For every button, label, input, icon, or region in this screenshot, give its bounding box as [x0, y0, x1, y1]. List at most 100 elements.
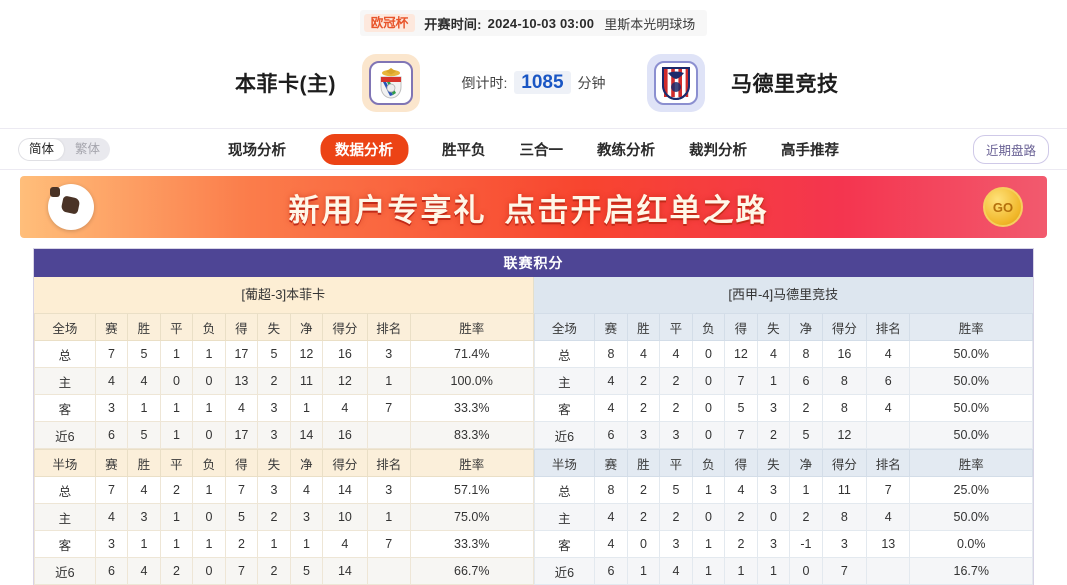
col-header-9: 排名 [866, 449, 911, 477]
away-fulltime-table: 全场赛胜平负得失净得分 排名 胜率 总 8 4 4 0 12 4 8 16 4 50.0% 主 4 2 2 0 7 1… [533, 313, 1034, 449]
table-row: 客 4 0 3 1 2 3 -1 3 13 0.0% [533, 530, 1033, 558]
cell-4: 4 [724, 476, 758, 504]
tab-data-analysis[interactable]: 数据分析 [320, 133, 408, 165]
tab-coach-analysis[interactable]: 教练分析 [597, 142, 655, 159]
col-header-8: 得分 [821, 449, 868, 477]
cell-1: 2 [626, 394, 661, 422]
col-header-6: 失 [756, 313, 791, 341]
table-row: 客 3 1 1 1 4 3 1 4 7 33.3% [34, 394, 534, 422]
cell-8 [866, 557, 911, 585]
col-header-6: 失 [756, 449, 791, 477]
lang-simplified[interactable]: 简体 [19, 138, 65, 160]
col-header-3: 平 [159, 449, 194, 477]
row-label: 主 [533, 503, 596, 531]
col-header-7: 净 [289, 313, 324, 341]
col-header-0: 全场 [533, 313, 596, 341]
countdown-label: 倒计时: [461, 75, 508, 91]
cell-6: 11 [289, 367, 324, 395]
col-header-4: 负 [192, 449, 226, 477]
cell-9: 0.0% [909, 530, 1033, 558]
col-header-2: 胜 [127, 313, 161, 341]
away-standings-heading: [西甲-4]马德里竞技 [533, 277, 1033, 313]
cell-4: 17 [224, 421, 259, 449]
cell-4: 2 [724, 503, 758, 531]
table-row: 主 4 2 2 0 2 0 2 8 4 50.0% [533, 503, 1033, 531]
row-label: 总 [34, 476, 96, 504]
tab-expert-picks[interactable]: 高手推荐 [781, 142, 839, 159]
cell-8 [366, 421, 411, 449]
nav-items: 现场分析 数据分析 胜平负 三合一 教练分析 裁判分析 高手推荐 [228, 133, 839, 165]
cell-6: 8 [789, 340, 823, 368]
cell-4: 17 [224, 340, 259, 368]
cell-4: 4 [224, 394, 259, 422]
row-label: 客 [34, 394, 96, 422]
cell-6: 2 [789, 503, 823, 531]
cell-7: 10 [322, 503, 368, 531]
teams-header: 本菲卡(主) 倒计时: 1085 分钟 [0, 38, 1067, 128]
cell-9: 50.0% [909, 421, 1033, 449]
cell-1: 5 [127, 340, 161, 368]
tab-referee-analysis[interactable]: 裁判分析 [689, 142, 747, 159]
lang-traditional[interactable]: 繁体 [75, 141, 101, 156]
col-header-1: 赛 [594, 313, 628, 341]
col-header-0: 半场 [533, 449, 596, 477]
cell-1: 4 [127, 367, 161, 395]
cell-3: 0 [192, 367, 226, 395]
table-row: 总 7 5 1 1 17 5 12 16 3 71.4% [34, 340, 534, 368]
away-halftime-table: 半场赛胜平负得失净得分 排名 胜率 总 8 2 5 1 4 3 1 11 7 25.0% 主 4 2 2 0 2 0 2… [533, 449, 1034, 585]
cell-5: 2 [756, 421, 791, 449]
col-header-9: 排名 [866, 313, 911, 341]
home-team[interactable]: 本菲卡(主) [0, 54, 420, 112]
cell-4: 7 [224, 476, 259, 504]
tab-live-analysis[interactable]: 现场分析 [228, 142, 286, 159]
table-row: 近6 6 4 2 0 7 2 5 14 66.7% [34, 557, 534, 585]
cell-0: 8 [594, 476, 628, 504]
row-label: 近6 [34, 557, 96, 585]
row-label: 主 [533, 367, 596, 395]
cell-5: 3 [257, 421, 291, 449]
col-header-10: 胜率 [909, 449, 1033, 477]
cell-9: 75.0% [409, 503, 534, 531]
table-row: 总 8 2 5 1 4 3 1 11 7 25.0% [533, 476, 1033, 504]
language-toggle[interactable]: 简体 繁体 [18, 137, 111, 161]
recent-odds-button[interactable]: 近期盘路 [972, 134, 1049, 164]
cell-8: 3 [366, 340, 411, 368]
cell-6: 6 [789, 367, 823, 395]
cell-9: 83.3% [409, 421, 534, 449]
cell-7: 12 [322, 367, 368, 395]
cell-0: 6 [94, 421, 129, 449]
col-header-10: 胜率 [409, 313, 534, 341]
cell-4: 1 [724, 557, 758, 585]
cell-5: 3 [756, 476, 791, 504]
cell-9: 66.7% [409, 557, 534, 585]
cell-8 [366, 557, 411, 585]
cell-0: 3 [94, 394, 129, 422]
cell-2: 2 [659, 367, 693, 395]
cell-7: 14 [322, 476, 368, 504]
cell-8: 7 [366, 530, 411, 558]
cell-5: 2 [257, 557, 291, 585]
promo-go-button[interactable]: GO [983, 187, 1023, 227]
col-header-6: 失 [257, 449, 291, 477]
cell-4: 13 [224, 367, 259, 395]
away-team[interactable]: 马德里竞技 [647, 54, 1067, 112]
countdown-unit: 分钟 [577, 75, 606, 91]
kickoff-time: 2024-10-03 03:00 [487, 15, 595, 31]
cell-7: 16 [322, 340, 368, 368]
cell-6: 1 [789, 476, 823, 504]
cell-4: 12 [724, 340, 758, 368]
cell-8: 4 [866, 394, 911, 422]
tab-win-draw-lose[interactable]: 胜平负 [442, 142, 486, 159]
cell-2: 4 [659, 340, 693, 368]
promo-banner[interactable]: 新用户专享礼 点击开启红单之路 GO [20, 176, 1047, 238]
cell-6: 5 [789, 421, 823, 449]
cell-7: 7 [821, 557, 868, 585]
table-row: 主 4 4 0 0 13 2 11 12 1 100.0% [34, 367, 534, 395]
cell-6: 1 [289, 394, 324, 422]
col-header-7: 净 [789, 449, 823, 477]
cell-9: 33.3% [409, 394, 534, 422]
tab-three-in-one[interactable]: 三合一 [519, 142, 564, 159]
away-standings: [西甲-4]马德里竞技 全场赛胜平负得失净得分 排名 胜率 总 8 4 4 0 12 4 8 16 4… [533, 277, 1034, 585]
home-team-name: 本菲卡(主) [235, 73, 336, 96]
cell-6: 4 [289, 476, 324, 504]
